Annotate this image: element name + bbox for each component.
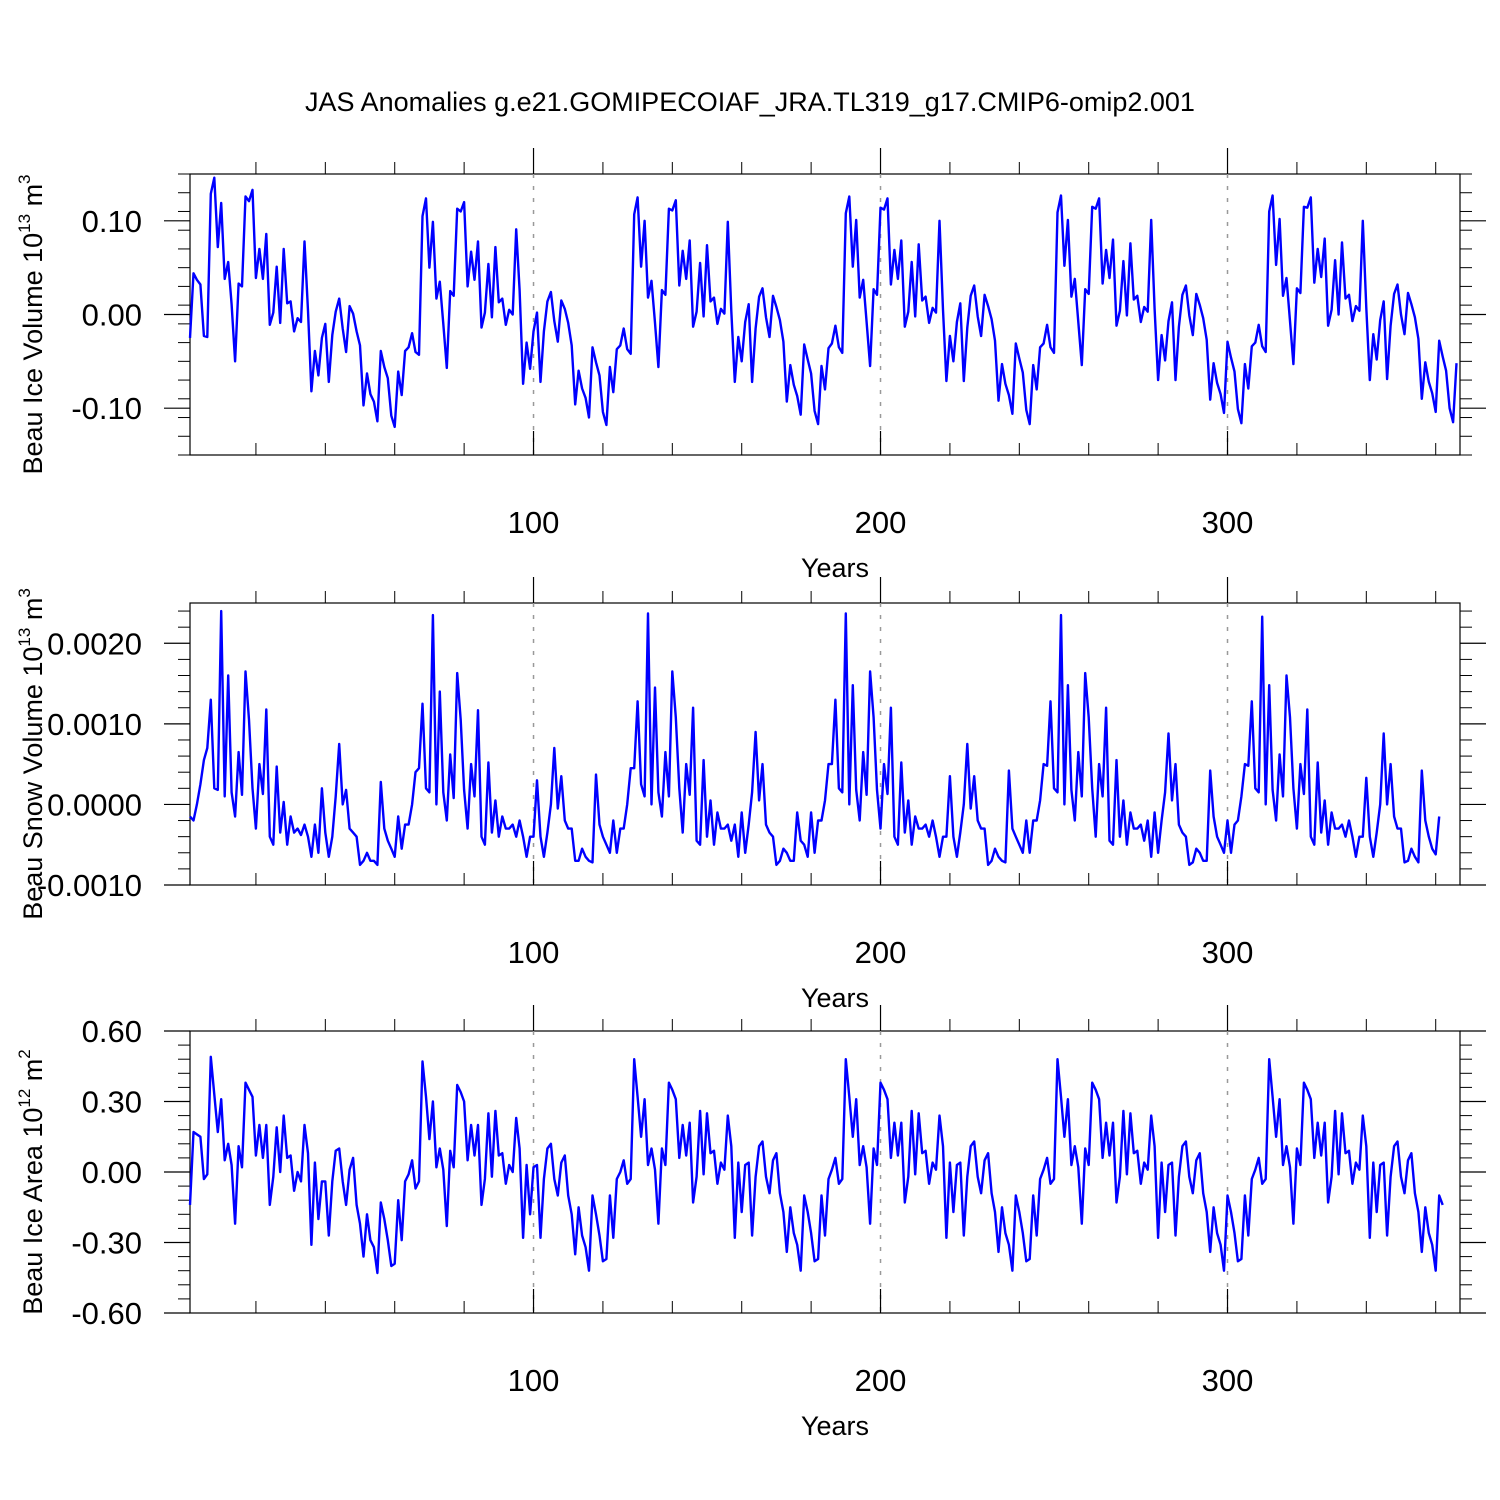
ice-volume-xtick-label: 200 (855, 505, 907, 540)
ice-volume-ytick-label: -0.10 (71, 391, 142, 426)
ice-area-ytick-label: 0.30 (82, 1085, 142, 1120)
ice-volume-ylabel-unit: m (18, 184, 48, 214)
ice-volume-ytick-label: 0.10 (82, 204, 142, 239)
ice-area-ylabel-exp: 12 (15, 1089, 34, 1108)
figure-title: JAS Anomalies g.e21.GOMIPECOIAF_JRA.TL31… (305, 87, 1195, 117)
ice-area-xtick-label: 300 (1202, 1363, 1254, 1398)
snow-volume-ylabel-main: Beau Snow Volume 10 (18, 647, 48, 920)
ice-area-xlabel: Years (801, 1411, 869, 1441)
snow-volume-ylabel: Beau Snow Volume 1013 m3 (15, 588, 48, 920)
ice-area-ytick-label: -0.30 (71, 1226, 142, 1261)
ice-area-series-line (188, 1055, 1444, 1275)
ice-area-ylabel-unit-exp: 2 (15, 1049, 34, 1058)
snow-volume-panel: 100 200 300 0.0020 0.0010 0.0000 -0.0010 Years B… (15, 577, 1486, 1013)
ice-area-ylabel-unit: m (18, 1059, 48, 1089)
ice-volume-panel: 100 200 300 0.10 0.00 -0.10 Years Beau Ice Volu… (15, 148, 1486, 583)
snow-volume-xtick-label: 300 (1202, 935, 1254, 970)
ice-area-ytick-label: 0.00 (82, 1155, 142, 1190)
ice-volume-xlabel: Years (801, 553, 869, 583)
ice-area-ylabel: Beau Ice Area 1012 m2 (15, 1049, 48, 1315)
snow-volume-series-line (189, 609, 1441, 867)
ice-area-ytick-label: 0.60 (82, 1014, 142, 1049)
ice-area-ytick-label: -0.60 (71, 1296, 142, 1331)
panels: 100 200 300 0.10 0.00 -0.10 Years Beau Ice Volu… (15, 148, 1486, 1441)
ice-area-xtick-label: 100 (508, 1363, 560, 1398)
ice-volume-ylabel-unit-exp: 3 (15, 174, 34, 183)
ice-volume-ylabel-main: Beau Ice Volume 10 (18, 233, 48, 475)
ice-volume-ytick-label: 0.00 (82, 298, 142, 333)
ice-volume-ylabel: Beau Ice Volume 1013 m3 (15, 174, 48, 474)
ice-volume-xtick-label: 100 (508, 505, 560, 540)
snow-volume-ytick-label: 0.0000 (47, 787, 142, 822)
snow-volume-ytick-label: 0.0020 (47, 626, 142, 661)
snow-volume-ylabel-exp: 13 (15, 628, 34, 647)
ice-area-xtick-label: 200 (855, 1363, 907, 1398)
snow-volume-ytick-label: 0.0010 (47, 707, 142, 742)
ice-area-panel: 100 200 300 0.60 0.30 0.00 -0.30 -0.60 Years Beau… (15, 1005, 1486, 1441)
snow-volume-frame (189, 602, 1461, 886)
snow-volume-xlabel: Years (801, 983, 869, 1013)
snow-volume-ytick-label: -0.0010 (37, 868, 142, 903)
ice-volume-xtick-label: 300 (1202, 505, 1254, 540)
ice-area-ylabel-main: Beau Ice Area 10 (18, 1108, 48, 1315)
ice-volume-ylabel-exp: 13 (15, 214, 34, 233)
ice-volume-series-line (188, 176, 1458, 429)
snow-volume-xtick-label: 200 (855, 935, 907, 970)
snow-volume-xtick-label: 100 (508, 935, 560, 970)
snow-volume-ylabel-unit-exp: 3 (15, 588, 34, 597)
snow-volume-ylabel-unit: m (18, 598, 48, 628)
